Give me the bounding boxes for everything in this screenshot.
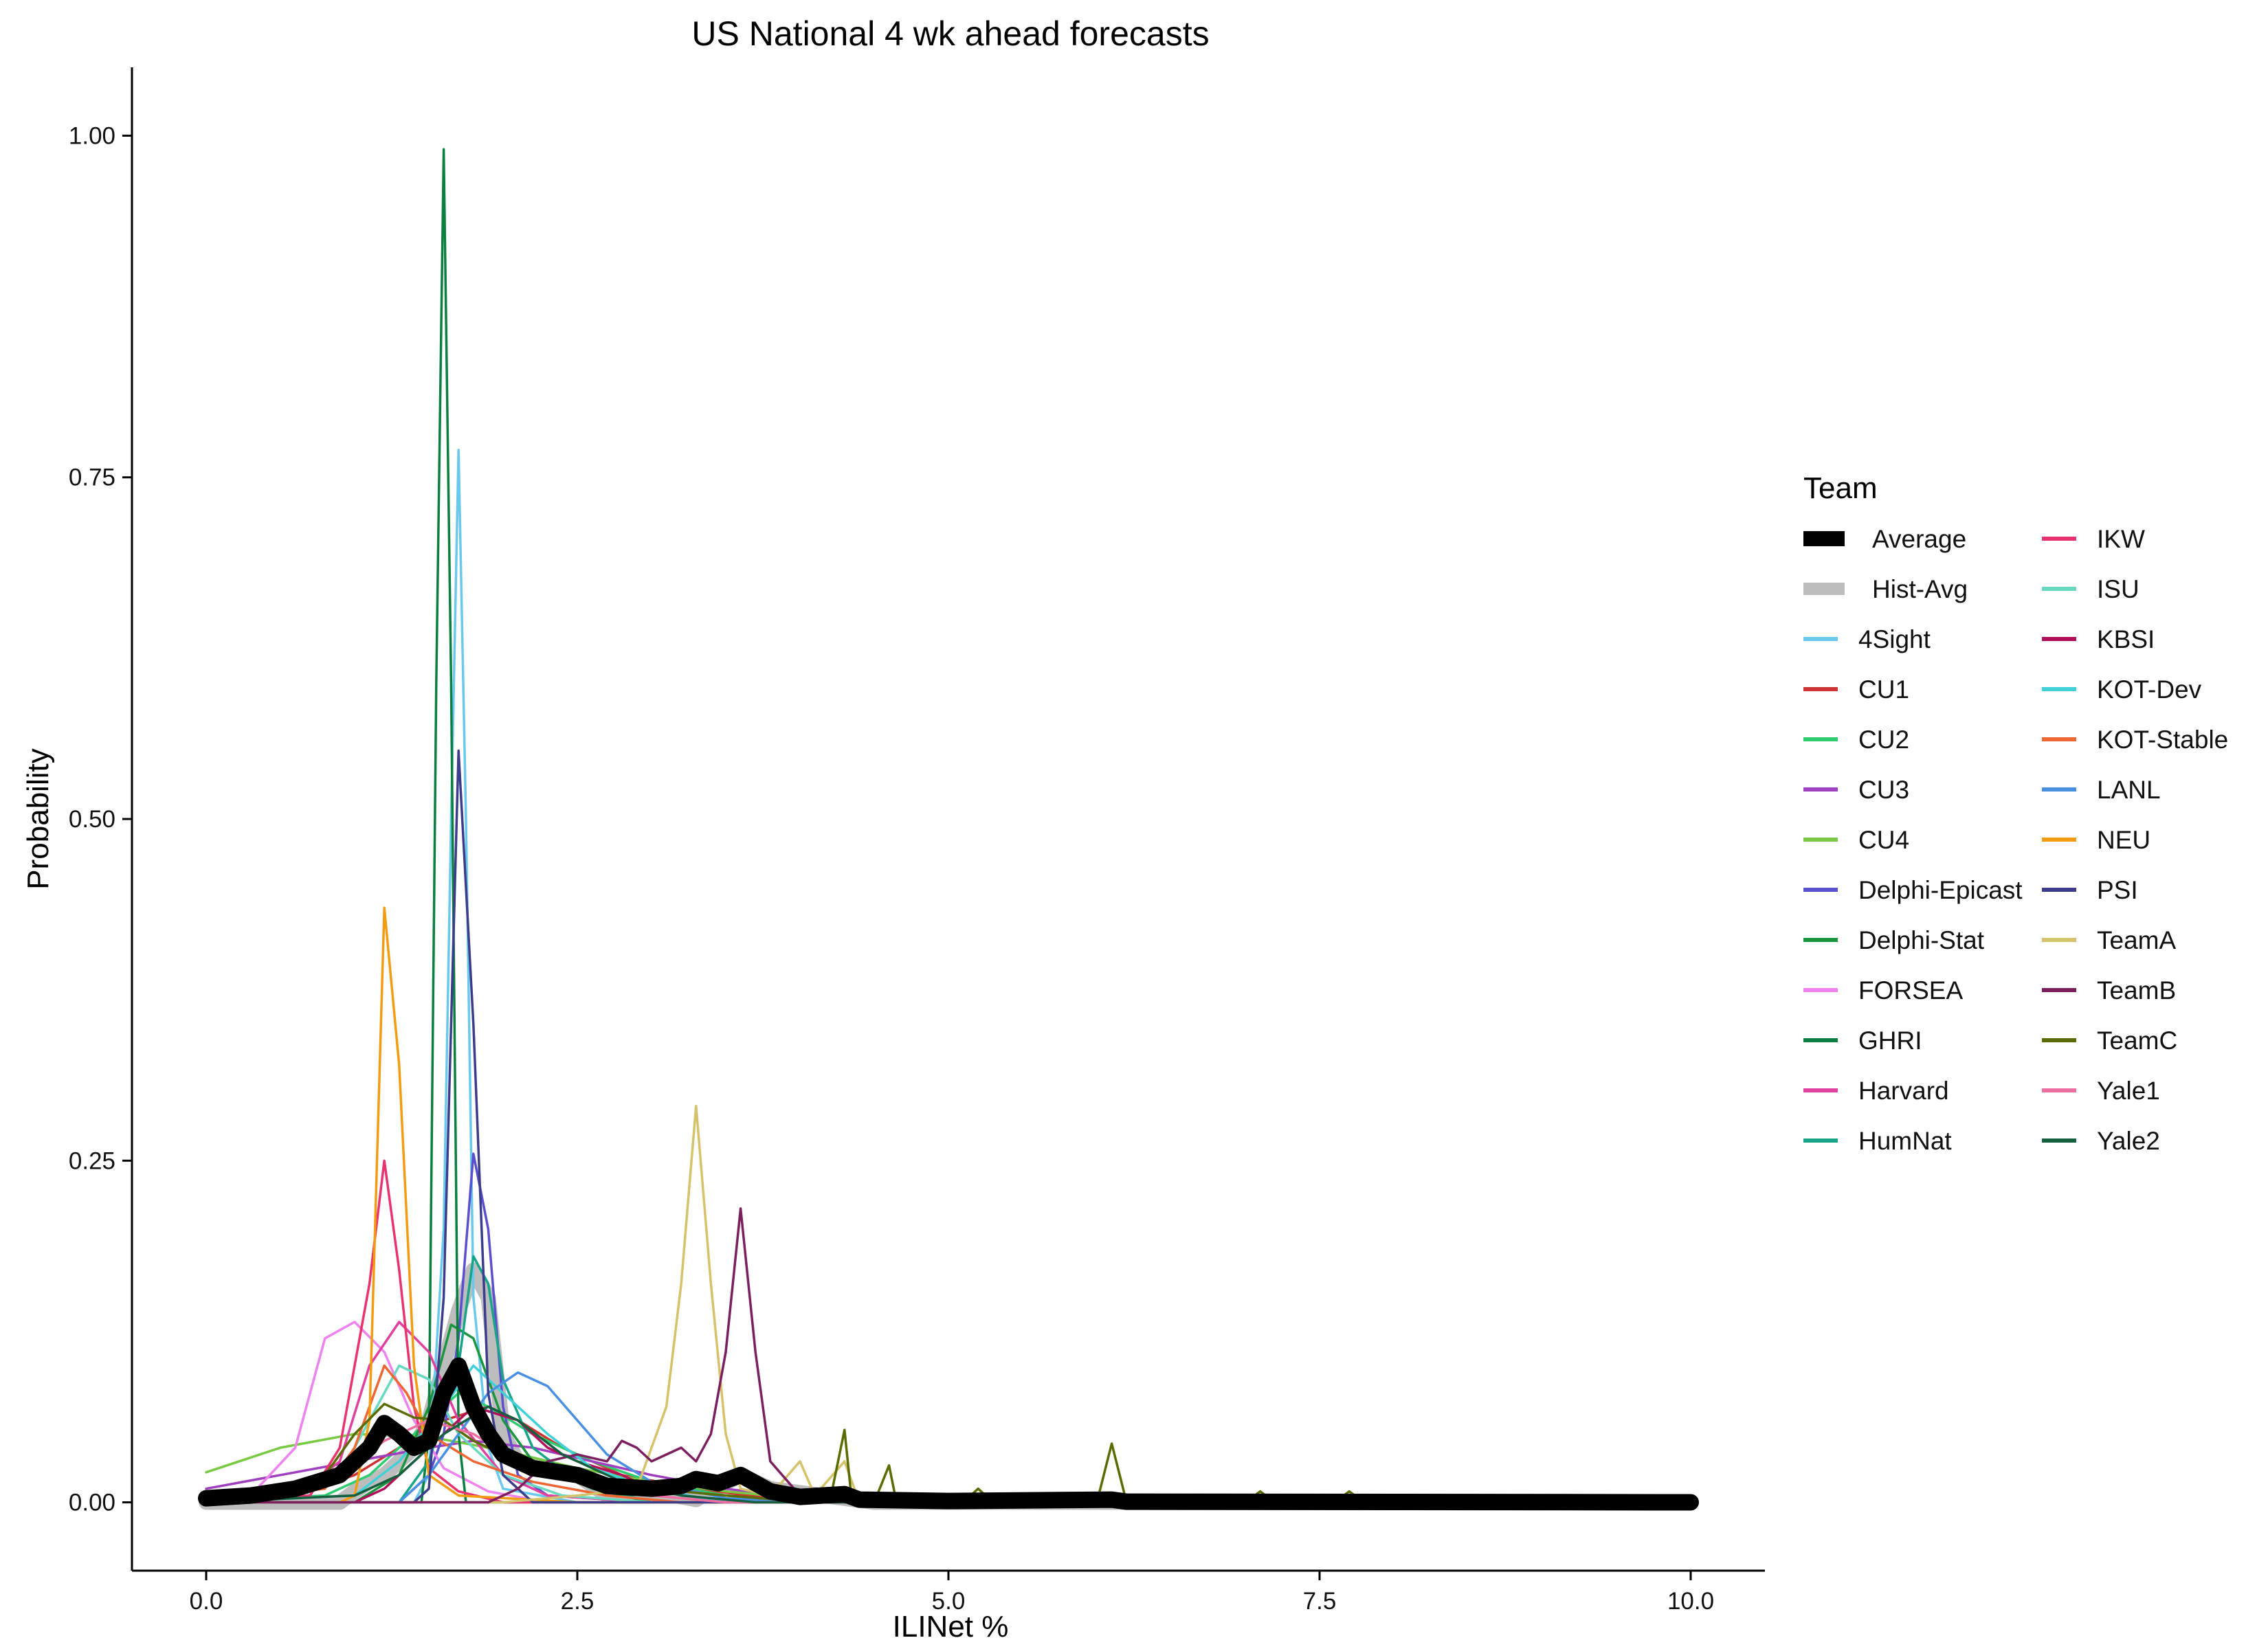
legend-label-ikw: IKW: [2097, 525, 2145, 553]
y-tick-label: 0.75: [69, 464, 115, 491]
legend-label-teamc: TeamC: [2097, 1027, 2177, 1055]
legend-key-delphi-epicast: [1803, 888, 1838, 892]
legend-label-yale2: Yale2: [2097, 1127, 2160, 1155]
legend-label-humnat: HumNat: [1858, 1127, 1952, 1155]
legend-label-hist-avg: Hist-Avg: [1872, 575, 1968, 603]
legend-label-isu: ISU: [2097, 575, 2139, 603]
legend-label-yale1: Yale1: [2097, 1077, 2160, 1105]
legend-label-lanl: LANL: [2097, 776, 2161, 804]
series-line-average: [198, 1357, 1699, 1511]
legend-key-teama: [2042, 938, 2076, 942]
chart-title: US National 4 wk ahead forecasts: [691, 14, 1209, 53]
y-tick-label: 1.00: [69, 122, 115, 149]
y-axis-title: Probability: [21, 748, 55, 889]
legend-label-cu2: CU2: [1858, 726, 1909, 754]
legend-key-neu: [2042, 838, 2076, 842]
legend-key-cu2: [1803, 737, 1838, 741]
legend: Team Average Hist-Avg 4Sight CU1 CU2 CU3 CU4 De…: [1803, 471, 2228, 1155]
legend-title: Team: [1803, 471, 1878, 505]
y-tick-label: 0.25: [69, 1147, 115, 1174]
legend-key-average: [1803, 531, 1845, 546]
x-ticks: 0.0 2.5 5.0 7.5 10.0: [190, 1571, 1714, 1615]
legend-key-yale1: [2042, 1088, 2076, 1092]
legend-label-kot-dev: KOT-Dev: [2097, 675, 2202, 704]
legend-label-ghri: GHRI: [1858, 1027, 1922, 1055]
legend-key-psi: [2042, 888, 2076, 892]
legend-label-forsea: FORSEA: [1858, 976, 1963, 1005]
legend-key-isu: [2042, 587, 2076, 591]
legend-label-delphi-stat: Delphi-Stat: [1858, 926, 1985, 954]
legend-label-average: Average: [1872, 525, 1966, 553]
x-tick-label: 2.5: [561, 1588, 594, 1615]
legend-key-teamb: [2042, 988, 2076, 992]
legend-key-4sight: [1803, 637, 1838, 641]
legend-key-yale2: [2042, 1138, 2076, 1143]
legend-label-neu: NEU: [2097, 826, 2150, 854]
series-line-ikw: [205, 1159, 1692, 1504]
legend-label-4sight: 4Sight: [1858, 625, 1931, 653]
x-axis-title: ILINet %: [893, 1610, 1009, 1644]
legend-key-hist-avg: [1803, 583, 1845, 595]
legend-key-harvard: [1803, 1088, 1838, 1092]
series-line-teamb: [205, 1207, 1692, 1504]
series-line-forsea: [205, 1321, 1692, 1504]
legend-label-kot-stable: KOT-Stable: [2097, 726, 2228, 754]
legend-label-teamb: TeamB: [2097, 976, 2176, 1005]
legend-label-kbsi: KBSI: [2097, 625, 2155, 653]
legend-key-cu4: [1803, 838, 1838, 842]
legend-label-delphi-epicast: Delphi-Epicast: [1858, 876, 2023, 904]
series-layer: [198, 148, 1699, 1511]
legend-key-kot-stable: [2042, 737, 2076, 741]
y-tick-label: 0.50: [69, 806, 115, 833]
legend-key-cu1: [1803, 687, 1838, 691]
legend-label-psi: PSI: [2097, 876, 2138, 904]
series-line-yale2: [205, 1405, 1692, 1504]
x-tick-label: 5.0: [932, 1588, 966, 1615]
x-tick-label: 7.5: [1303, 1588, 1337, 1615]
y-tick-label: 0.00: [69, 1490, 115, 1516]
legend-label-cu1: CU1: [1858, 675, 1909, 704]
legend-key-cu3: [1803, 787, 1838, 792]
legend-label-harvard: Harvard: [1858, 1077, 1949, 1105]
legend-key-forsea: [1803, 988, 1838, 992]
legend-key-lanl: [2042, 787, 2076, 792]
legend-key-ghri: [1803, 1038, 1838, 1042]
y-ticks: 0.00 0.25 0.50 0.75 1.00: [69, 122, 132, 1516]
legend-key-kbsi: [2042, 637, 2076, 641]
legend-label-teama: TeamA: [2097, 926, 2176, 954]
x-tick-label: 0.0: [190, 1588, 223, 1615]
legend-key-teamc: [2042, 1038, 2076, 1042]
legend-label-cu3: CU3: [1858, 776, 1909, 804]
x-tick-label: 10.0: [1667, 1588, 1714, 1615]
legend-key-kot-dev: [2042, 687, 2076, 691]
legend-label-cu4: CU4: [1858, 826, 1909, 854]
legend-key-delphi-stat: [1803, 938, 1838, 942]
legend-key-humnat: [1803, 1138, 1838, 1143]
legend-key-ikw: [2042, 537, 2076, 541]
series-line-teama: [205, 1104, 1692, 1504]
